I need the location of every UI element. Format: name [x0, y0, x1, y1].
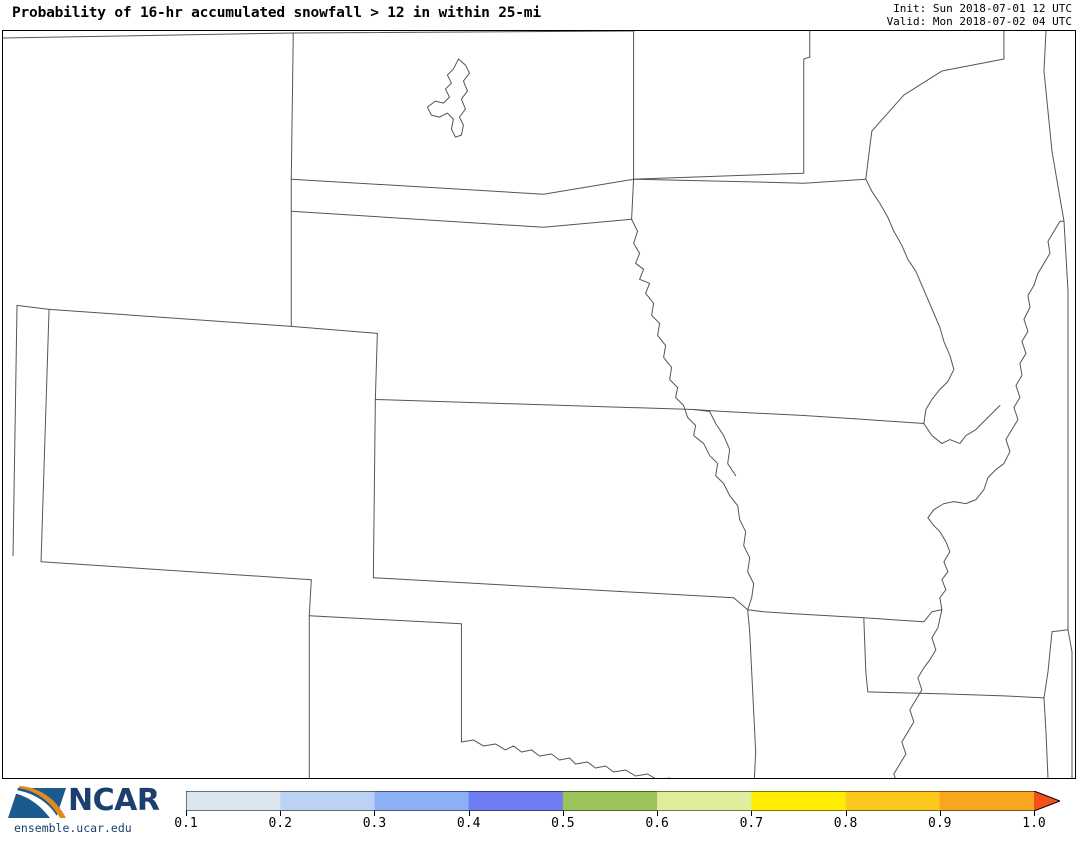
colorbar-tick-label: 0.9	[928, 816, 952, 831]
map-panel[interactable]	[2, 30, 1076, 779]
ncar-wordmark: NCAR	[68, 783, 160, 818]
colorbar-tick-label: 0.5	[551, 816, 575, 831]
colorbar-tick-line	[280, 811, 282, 816]
colorbar-band	[657, 791, 752, 811]
colorbar-tick-label: 0.7	[739, 816, 764, 831]
colorbar-tick-line	[939, 811, 941, 816]
colorbar-over-arrow	[1034, 791, 1060, 811]
colorbar-band	[280, 791, 376, 811]
page-title: Probability of 16-hr accumulated snowfal…	[12, 5, 541, 21]
colorbar-tick-line	[1034, 811, 1035, 816]
colorbar-band	[186, 791, 281, 811]
colorbar-gradient	[186, 791, 1060, 811]
colorbar-band	[468, 791, 564, 811]
colorbar-band	[845, 791, 941, 811]
colorbar-band	[374, 791, 470, 811]
colorbar[interactable]: 0.1 0.2 0.3 0.4 0.5 0.6 0.7 0.8 0.9 1.0	[174, 791, 1060, 835]
colorbar-ticks: 0.1 0.2 0.3 0.4 0.5 0.6 0.7 0.8 0.9 1.0	[174, 811, 1060, 835]
footer-bar: NCAR ensemble.ucar.edu 0.1 0.2 0.3 0.4 0.5 0.…	[0, 781, 1080, 842]
colorbar-outline	[186, 791, 1060, 811]
ensemble-url: ensemble.ucar.edu	[14, 821, 132, 835]
forecast-timestamps: Init: Sun 2018-07-01 12 UTC Valid: Mon 2…	[887, 2, 1072, 28]
map-state-boundaries	[3, 31, 1073, 778]
colorbar-tick-line	[657, 811, 659, 816]
colorbar-band	[562, 791, 658, 811]
header-bar: Probability of 16-hr accumulated snowfal…	[0, 0, 1080, 30]
colorbar-tick-line	[374, 811, 376, 816]
colorbar-tick-line	[468, 811, 470, 816]
init-time: Init: Sun 2018-07-01 12 UTC	[893, 2, 1072, 15]
colorbar-band	[939, 791, 1035, 811]
colorbar-band	[751, 791, 847, 811]
colorbar-tick-line	[845, 811, 847, 816]
colorbar-tick-label: 0.8	[833, 816, 858, 831]
colorbar-tick-line	[186, 811, 187, 816]
valid-time: Valid: Mon 2018-07-02 04 UTC	[886, 15, 1072, 28]
colorbar-tick-label: 0.3	[362, 816, 387, 831]
colorbar-tick-label: 1.0	[1022, 816, 1046, 831]
colorbar-tick-line	[562, 811, 564, 816]
ncar-logo-mark	[8, 786, 66, 818]
colorbar-tick-label: 0.6	[645, 816, 669, 831]
colorbar-tick-label: 0.1	[174, 816, 198, 831]
ncar-logo[interactable]: NCAR ensemble.ucar.edu	[8, 784, 170, 836]
colorbar-tick-line	[751, 811, 753, 816]
colorbar-tick-label: 0.4	[456, 816, 481, 831]
colorbar-tick-label: 0.2	[268, 816, 292, 831]
